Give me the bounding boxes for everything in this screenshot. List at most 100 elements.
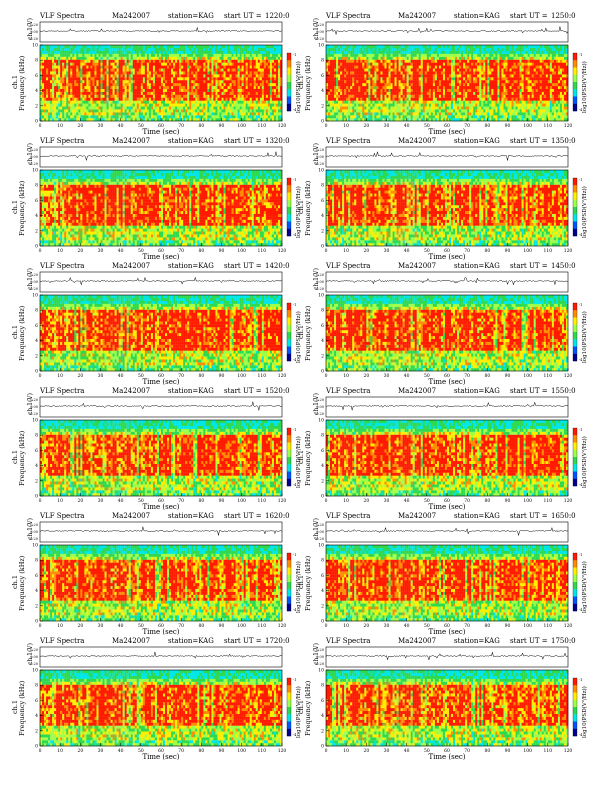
spectrogram-cell bbox=[417, 103, 419, 106]
spectrogram-cell bbox=[242, 92, 244, 95]
spectrogram-cell bbox=[421, 103, 423, 106]
spectrogram-cell bbox=[145, 112, 147, 115]
spectrogram-cell bbox=[425, 103, 427, 106]
spectrogram-cell bbox=[123, 86, 125, 89]
spectrogram-cell bbox=[328, 106, 330, 109]
spectrogram-cell bbox=[121, 86, 123, 89]
spectrogram-cell bbox=[399, 92, 401, 95]
spectrogram-cell bbox=[125, 63, 127, 66]
spectrogram-cell bbox=[393, 101, 395, 104]
spectrogram-cell bbox=[40, 106, 42, 109]
spectrogram-cell bbox=[211, 57, 213, 60]
spectrogram-cell bbox=[127, 77, 129, 80]
spectrogram-cell bbox=[228, 57, 230, 60]
spectrogram-cell bbox=[143, 63, 145, 66]
spectrogram-cell bbox=[358, 83, 360, 86]
spectrogram-cell bbox=[336, 98, 338, 101]
spectrogram-cell bbox=[177, 63, 179, 66]
spectrogram-cell bbox=[338, 60, 340, 63]
spectrogram-cell bbox=[230, 112, 232, 115]
spectrogram-cell bbox=[70, 74, 72, 77]
spectrogram-cell bbox=[350, 51, 352, 54]
spectrogram-cell bbox=[117, 95, 119, 98]
spectrogram-cell bbox=[278, 71, 280, 74]
spectrogram-cell bbox=[203, 89, 205, 92]
spectrogram-cell bbox=[272, 45, 274, 48]
spectrogram-cell bbox=[270, 51, 272, 54]
spectrogram-cell bbox=[209, 57, 211, 60]
spectrogram-cell bbox=[121, 74, 123, 77]
spectrogram-cell bbox=[411, 98, 413, 101]
spectrogram-cell bbox=[86, 103, 88, 106]
spectrogram-cell bbox=[131, 115, 133, 118]
spectrogram-cell bbox=[328, 74, 330, 77]
spectrogram-cell bbox=[217, 89, 219, 92]
spectrogram-cell bbox=[360, 103, 362, 106]
spectrogram-cell bbox=[421, 77, 423, 80]
spectrogram-cell bbox=[96, 103, 98, 106]
spectrogram-cell bbox=[256, 60, 258, 63]
spectrogram-cell bbox=[135, 68, 137, 71]
spectrogram-cell bbox=[209, 109, 211, 112]
spectrogram-cell bbox=[417, 68, 419, 71]
spectrogram-cell bbox=[334, 63, 336, 66]
spectrogram-cell bbox=[98, 57, 100, 60]
spectrogram-cell bbox=[407, 45, 409, 48]
spectrogram-cell bbox=[328, 51, 330, 54]
spectrogram-cell bbox=[113, 68, 115, 71]
spectrogram-cell bbox=[44, 71, 46, 74]
spectrogram-cell bbox=[80, 86, 82, 89]
spectrogram-cell bbox=[234, 98, 236, 101]
spectrogram-cell bbox=[328, 109, 330, 112]
panel-date: Ma242007 bbox=[398, 12, 436, 20]
spectrogram-cell bbox=[209, 77, 211, 80]
spectrogram-cell bbox=[163, 103, 165, 106]
spectrogram-cell bbox=[119, 48, 121, 51]
spectrogram-cell bbox=[48, 80, 50, 83]
spectrogram-cell bbox=[181, 106, 183, 109]
spectrogram-cell bbox=[213, 74, 215, 77]
spectrogram-cell bbox=[203, 83, 205, 86]
spectrogram-cell bbox=[76, 51, 78, 54]
spectrogram-cell bbox=[60, 65, 62, 68]
spectrogram-cell bbox=[348, 89, 350, 92]
spectrogram-cell bbox=[141, 95, 143, 98]
spectrogram-cell bbox=[246, 45, 248, 48]
spectrogram-cell bbox=[246, 112, 248, 115]
spectrogram-cell bbox=[352, 65, 354, 68]
spectrogram-cell bbox=[344, 48, 346, 51]
spectrogram-cell bbox=[211, 89, 213, 92]
spectrogram-cell bbox=[391, 54, 393, 57]
spectrogram-cell bbox=[52, 51, 54, 54]
spectrogram-cell bbox=[274, 106, 276, 109]
spectrogram-cell bbox=[82, 115, 84, 118]
spectrogram-cell bbox=[173, 45, 175, 48]
spectrogram-cell bbox=[40, 86, 42, 89]
spectrogram-cell bbox=[358, 45, 360, 48]
spectrogram-cell bbox=[330, 74, 332, 77]
spectrogram-cell bbox=[344, 89, 346, 92]
spectrogram-cell bbox=[391, 71, 393, 74]
spectrogram-cell bbox=[372, 86, 374, 89]
spectrogram-cell bbox=[246, 95, 248, 98]
spectrogram-cell bbox=[244, 115, 246, 118]
spectrogram-cell bbox=[105, 63, 107, 66]
spectrogram-cell bbox=[391, 74, 393, 77]
spectrogram-cell bbox=[352, 109, 354, 112]
spectrogram-cell bbox=[58, 45, 60, 48]
spectrogram-cell bbox=[137, 68, 139, 71]
spectrogram-cell bbox=[211, 80, 213, 83]
spectrogram-cell bbox=[101, 45, 103, 48]
spectrogram-cell bbox=[336, 54, 338, 57]
spectrogram-cell bbox=[199, 103, 201, 106]
spectrogram-cell bbox=[139, 86, 141, 89]
spectrogram-cell bbox=[151, 57, 153, 60]
spectrogram-cell bbox=[82, 118, 84, 121]
spectrogram-cell bbox=[272, 89, 274, 92]
spectrogram-cell bbox=[380, 68, 382, 71]
spectrogram-cell bbox=[405, 98, 407, 101]
spectrogram-cell bbox=[405, 101, 407, 104]
spectrogram-cell bbox=[354, 45, 356, 48]
spectrogram-cell bbox=[189, 103, 191, 106]
spectrogram-cell bbox=[232, 54, 234, 57]
